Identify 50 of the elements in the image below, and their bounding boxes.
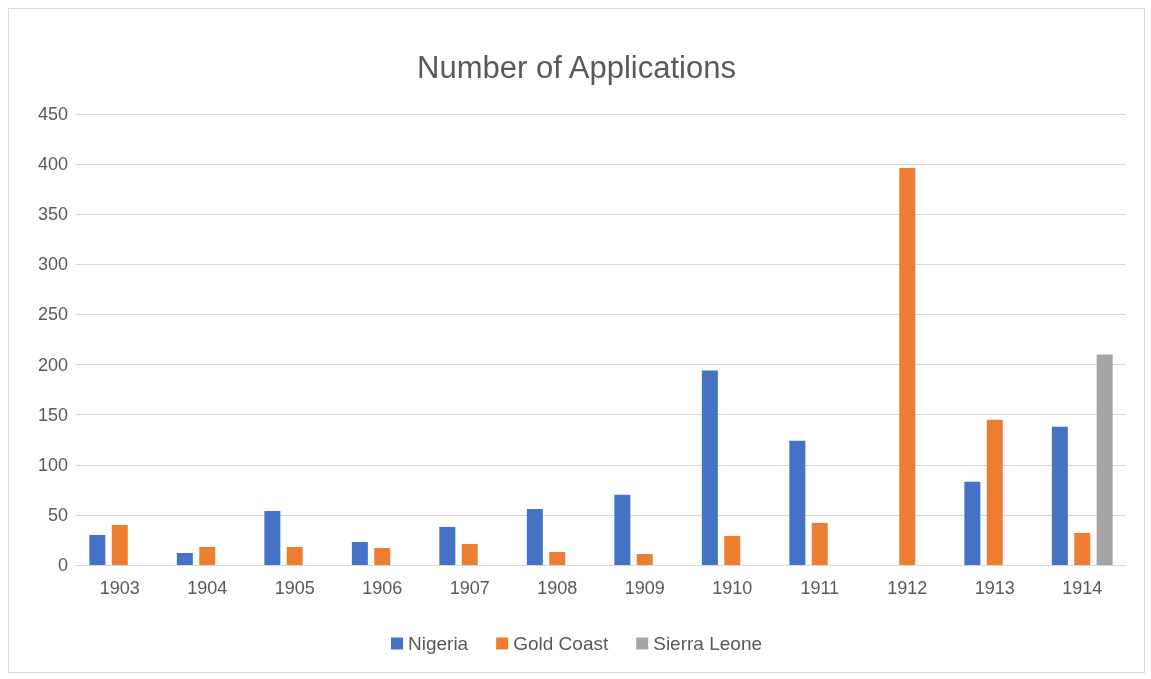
x-tick-label: 1913: [974, 578, 1015, 598]
x-tick-label: 1907: [449, 578, 490, 598]
bar: [199, 546, 216, 565]
x-tick-label: 1905: [274, 578, 315, 598]
legend-label: Sierra Leone: [653, 633, 763, 654]
bar: [549, 551, 566, 565]
bar: [899, 168, 916, 565]
x-tick-label: 1903: [99, 578, 140, 598]
x-tick-label: 1912: [887, 578, 928, 598]
y-tick-label: 400: [37, 154, 68, 175]
bar: [374, 547, 391, 565]
chart-title: Number of Applications: [417, 50, 736, 85]
bar: [724, 535, 741, 565]
y-tick-label: 50: [47, 504, 68, 525]
bar: [701, 370, 718, 565]
bar: [439, 526, 456, 565]
bar: [811, 522, 828, 565]
bar: [526, 508, 543, 565]
bar: [964, 481, 981, 565]
legend-label: Nigeria: [407, 633, 469, 654]
y-tick-label: 350: [37, 204, 68, 225]
y-tick-label: 300: [37, 254, 68, 275]
bar: [614, 494, 631, 565]
bar: [1051, 426, 1068, 565]
x-tick-label: 1911: [800, 578, 840, 598]
bar: [111, 524, 128, 565]
bar: [636, 553, 653, 565]
bar: [1074, 532, 1091, 565]
bar: [264, 510, 281, 565]
x-tick-label: 1908: [537, 578, 578, 598]
bar: [461, 543, 478, 565]
bar: [89, 534, 106, 565]
bar: [286, 546, 303, 565]
y-tick-label: 200: [37, 354, 68, 375]
bar: [1096, 354, 1113, 565]
y-tick-label: 0: [57, 555, 68, 575]
bar: [789, 440, 806, 565]
y-tick-label: 250: [37, 304, 68, 325]
y-tick-label: 450: [37, 104, 68, 124]
x-tick-label: 1904: [187, 578, 228, 598]
x-tick-label: 1906: [362, 578, 403, 598]
bar: [351, 541, 368, 565]
y-tick-label: 150: [37, 404, 68, 425]
x-tick-label: 1910: [712, 578, 753, 598]
x-tick-label: 1914: [1062, 578, 1103, 598]
x-tick-label: 1909: [624, 578, 665, 598]
bar: [176, 552, 193, 565]
y-tick-label: 100: [37, 454, 68, 475]
bar: [986, 419, 1003, 565]
legend-label: Gold Coast: [513, 633, 609, 654]
